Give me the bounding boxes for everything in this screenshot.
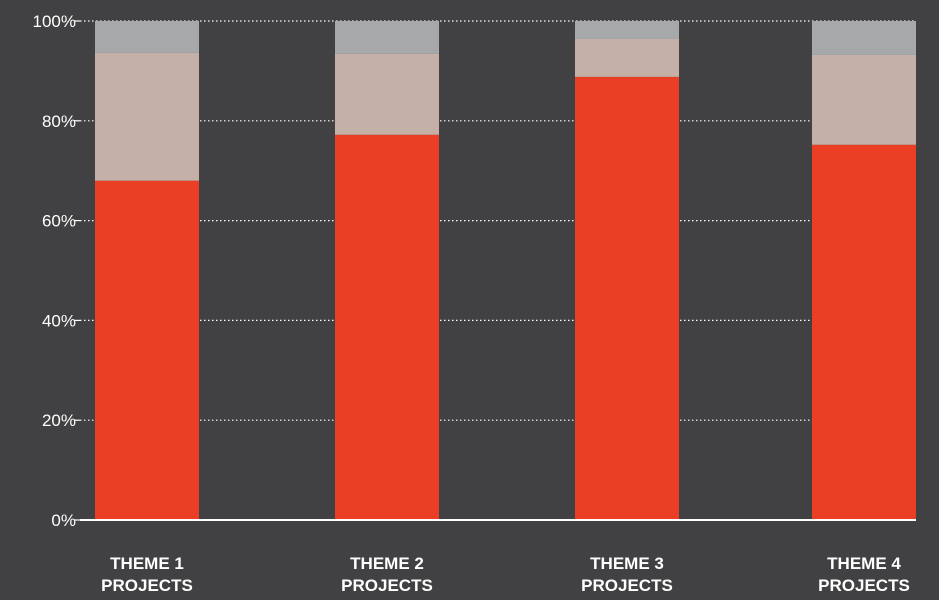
- bar-segment-3-1: [575, 76, 679, 520]
- y-tick-label: 100%: [33, 12, 76, 31]
- bar-segment-4-3: [812, 21, 916, 55]
- x-tick-label: THEME 4 PROJECTS: [818, 554, 910, 595]
- bars: [95, 21, 916, 520]
- bar-segment-3-3: [575, 21, 679, 39]
- x-tick-label: THEME 3 PROJECTS: [581, 554, 673, 595]
- bar-segment-4-2: [812, 54, 916, 145]
- y-tick-label: 60%: [42, 212, 76, 231]
- bar-segment-3-2: [575, 38, 679, 77]
- bar-segment-2-2: [335, 53, 439, 135]
- bar-segment-4-1: [812, 144, 916, 520]
- bar-segment-2-1: [335, 134, 439, 520]
- bar-segment-1-1: [95, 180, 199, 520]
- bar-segment-1-3: [95, 21, 199, 53]
- y-tick-label: 20%: [42, 411, 76, 430]
- axis-labels: 0% 20% 40% 60% 80% 100% THEME 1 PROJECTS THEME 2…: [33, 12, 910, 595]
- bar-segment-2-3: [335, 21, 439, 54]
- x-tick-label: THEME 1 PROJECTS: [101, 554, 193, 595]
- y-tick-label: 40%: [42, 311, 76, 330]
- gridlines: [80, 20, 916, 421]
- x-tick-label: THEME 2 PROJECTS: [341, 554, 433, 595]
- y-tick-label: 80%: [42, 112, 76, 131]
- y-tick-label: 0%: [51, 511, 76, 530]
- bar-segment-1-2: [95, 52, 199, 181]
- axes: [74, 20, 916, 521]
